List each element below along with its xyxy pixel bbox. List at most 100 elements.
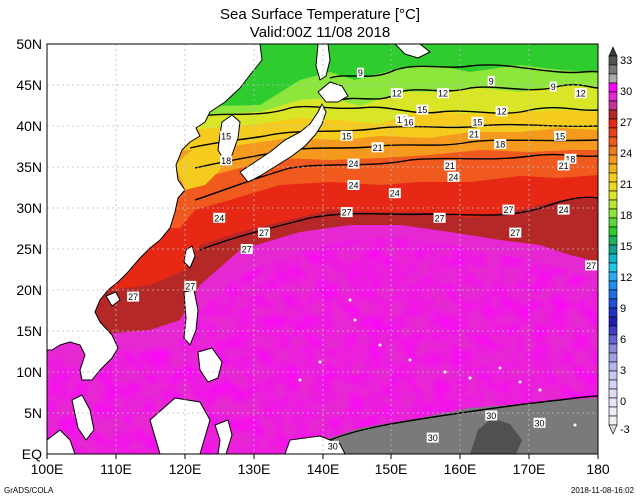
contour-label-bg (437, 88, 449, 99)
contour-label-bg (494, 139, 507, 149)
credit-timestamp: 2018-11-08-16:02 (570, 486, 634, 495)
colorbar-swatch (608, 145, 618, 156)
colorbar-swatch (608, 136, 618, 147)
island-dot (498, 366, 502, 370)
contour-label: 24 (388, 188, 401, 199)
colorbar-swatch (608, 370, 618, 381)
contour-label-bg (554, 130, 567, 141)
lat-label: 40N (16, 118, 42, 134)
contour-label-text: 21 (445, 161, 455, 171)
contour-label: 30 (533, 417, 546, 428)
lat-label: 45N (16, 77, 42, 93)
graticule (47, 44, 598, 454)
contour-label-text: 12 (392, 89, 402, 99)
colorbar-swatch (608, 55, 618, 66)
contour-label-bg (433, 212, 446, 223)
contour-label: 24 (447, 171, 460, 182)
colorbar-label: 24 (620, 148, 633, 160)
contour-label: 15 (340, 130, 353, 141)
contour-label-text: 27 (510, 228, 520, 238)
island-dot (538, 388, 542, 392)
contour-label-bg (347, 180, 360, 190)
colorbar-bottom-arrow (608, 424, 618, 435)
contour-label-text: 30 (328, 441, 338, 451)
contour-label-text: 27 (503, 205, 513, 215)
colorbar (608, 46, 618, 435)
contour-label: 21 (468, 129, 480, 140)
lon-label: 140E (306, 461, 340, 477)
contour-label-text: 27 (242, 245, 252, 255)
isotherm-18 (189, 123, 598, 149)
contour-label-bg (495, 106, 508, 117)
contour-label-text: 15 (472, 117, 482, 127)
colorbar-swatch (608, 388, 618, 399)
colorbar-swatch (608, 235, 618, 246)
colorbar-swatch (608, 397, 618, 408)
contour-label: 12 (395, 114, 408, 125)
island-dot (378, 343, 382, 347)
contour-label-text: 21 (469, 130, 479, 140)
land-hainan (105, 291, 121, 307)
colorbar-swatch (608, 226, 618, 237)
contour-label-bg (340, 130, 353, 141)
contour-label: 18 (220, 155, 233, 166)
colorbar-label: 27 (620, 117, 633, 129)
contour-label: 30 (485, 410, 498, 421)
contour-label: 9 (356, 67, 364, 78)
contour-label-bg (487, 75, 495, 86)
contour-label-bg (574, 88, 587, 99)
land-sulawesi (214, 419, 233, 454)
contour-label: 16 (402, 116, 415, 127)
contour-label-bg (395, 114, 408, 125)
contour-label-text: 15 (221, 131, 231, 141)
land-kamchatka (394, 44, 431, 59)
colorbar-swatch (608, 298, 618, 309)
contour-label-text: 15 (555, 131, 565, 141)
colorbar-label: 21 (620, 179, 633, 191)
contour-label: 24 (557, 204, 570, 215)
island-dot (353, 318, 357, 322)
contour-label-bg (447, 171, 460, 182)
contour-label: 12 (495, 106, 508, 117)
contour-label-text: 27 (586, 261, 596, 271)
contour-label-bg (426, 432, 439, 443)
colorbar-label: 6 (620, 334, 627, 346)
contour-label: 21 (557, 160, 570, 171)
lon-label: 160E (443, 461, 477, 477)
contour-label-text: 12 (576, 89, 586, 99)
colorbar-label: 33 (620, 55, 633, 67)
contour-label-text: 27 (128, 292, 138, 302)
lat-label: 5N (24, 405, 42, 421)
colorbar-label: 15 (620, 241, 633, 253)
contour-label-bg (468, 129, 480, 140)
land-sumatra (47, 429, 76, 454)
colorbar-swatch (608, 289, 618, 300)
isotherm-9 (329, 64, 598, 79)
lat-label: 35N (16, 159, 42, 175)
colorbar-swatch (608, 199, 618, 210)
lat-label: EQ (21, 446, 42, 462)
colorbar-swatch (608, 118, 618, 129)
lon-label: 170E (512, 461, 546, 477)
sst-patch-yellow-sea (175, 140, 222, 190)
colorbar-swatch (608, 316, 618, 327)
contour-label: 30 (426, 432, 439, 443)
colorbar-swatch (608, 244, 618, 255)
lat-label: 30N (16, 200, 42, 216)
contour-label-text: 9 (551, 82, 556, 92)
contour-label-bg (240, 244, 253, 254)
contour-label: 24 (347, 158, 360, 169)
contour-label-bg (184, 280, 197, 291)
contour-label: 18 (494, 139, 507, 150)
lon-label: 120E (168, 461, 202, 477)
contour-label-text: 9 (489, 76, 494, 86)
colorbar-swatch (608, 352, 618, 363)
land-sakhalin (315, 44, 331, 81)
colorbar-swatch (608, 280, 618, 291)
colorbar-label: 3 (620, 365, 627, 377)
colorbar-swatch (608, 262, 618, 273)
contour-label: 21 (443, 160, 456, 171)
contour-label-bg (326, 440, 339, 451)
contour-label: 27 (433, 212, 446, 223)
